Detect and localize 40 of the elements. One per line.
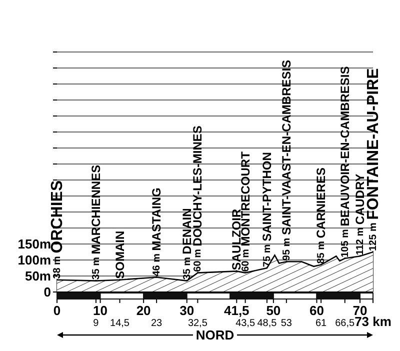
data-label: 46 m	[151, 250, 162, 276]
x2-tick-label: 14,5	[110, 318, 130, 329]
annotation: SAINT-VAAST-EN-CAMBRESIS	[279, 60, 294, 236]
x2-tick-label: 66,5	[335, 318, 356, 329]
annotation: SOMAIN	[112, 230, 127, 279]
data-label: 85 m	[316, 238, 327, 264]
x2-tick-label: 32,5	[188, 318, 208, 329]
annotation: CAUDRY	[353, 174, 368, 225]
annotation: BEAUVOIR-EN-CAMBRESIS	[338, 66, 352, 226]
annotation: SAINT-PYTHON	[260, 152, 274, 242]
x2-tick-label: 23	[151, 318, 163, 329]
annotation: FONTAINE-AU-PIRE	[364, 68, 382, 220]
x-tick-label: 60	[309, 303, 324, 318]
data-label: 95 m	[280, 235, 292, 261]
data-label: 35 m	[90, 254, 102, 280]
data-label: 35 m	[181, 254, 192, 280]
data-label: 105 m	[339, 226, 350, 258]
x-tick-label: 10	[93, 303, 108, 318]
annotation: MASTAING	[150, 188, 164, 251]
y-tick-label: 150m	[18, 236, 51, 252]
data-label: 60 m	[192, 246, 204, 272]
data-label: 60 m	[240, 246, 251, 272]
x2-tick-label: 9	[93, 318, 100, 329]
annotation: MARCHIENNES	[88, 164, 103, 254]
x2-tick-label: 43,5	[236, 318, 256, 329]
text: NORD	[196, 328, 234, 342]
x-tick-label: 0	[53, 303, 61, 318]
y-tick-label: 100m	[18, 252, 51, 268]
x-tick-label: 50	[266, 303, 281, 318]
x2-tick-label: 53	[280, 318, 292, 329]
x2-tick-label: 48,5	[257, 318, 278, 329]
x-tick-label: 30	[180, 303, 194, 318]
x-tick-label: 20	[136, 303, 151, 318]
x-tick-label: 41,5	[224, 303, 250, 318]
y-tick-label: 50m	[24, 268, 51, 284]
data-label: 112 m	[354, 224, 366, 256]
x2-tick-label: 61	[315, 318, 328, 329]
y-tick-label: 0	[44, 284, 51, 300]
data-label: 125 m	[368, 220, 378, 251]
annotation: CARNIERES	[314, 168, 328, 238]
